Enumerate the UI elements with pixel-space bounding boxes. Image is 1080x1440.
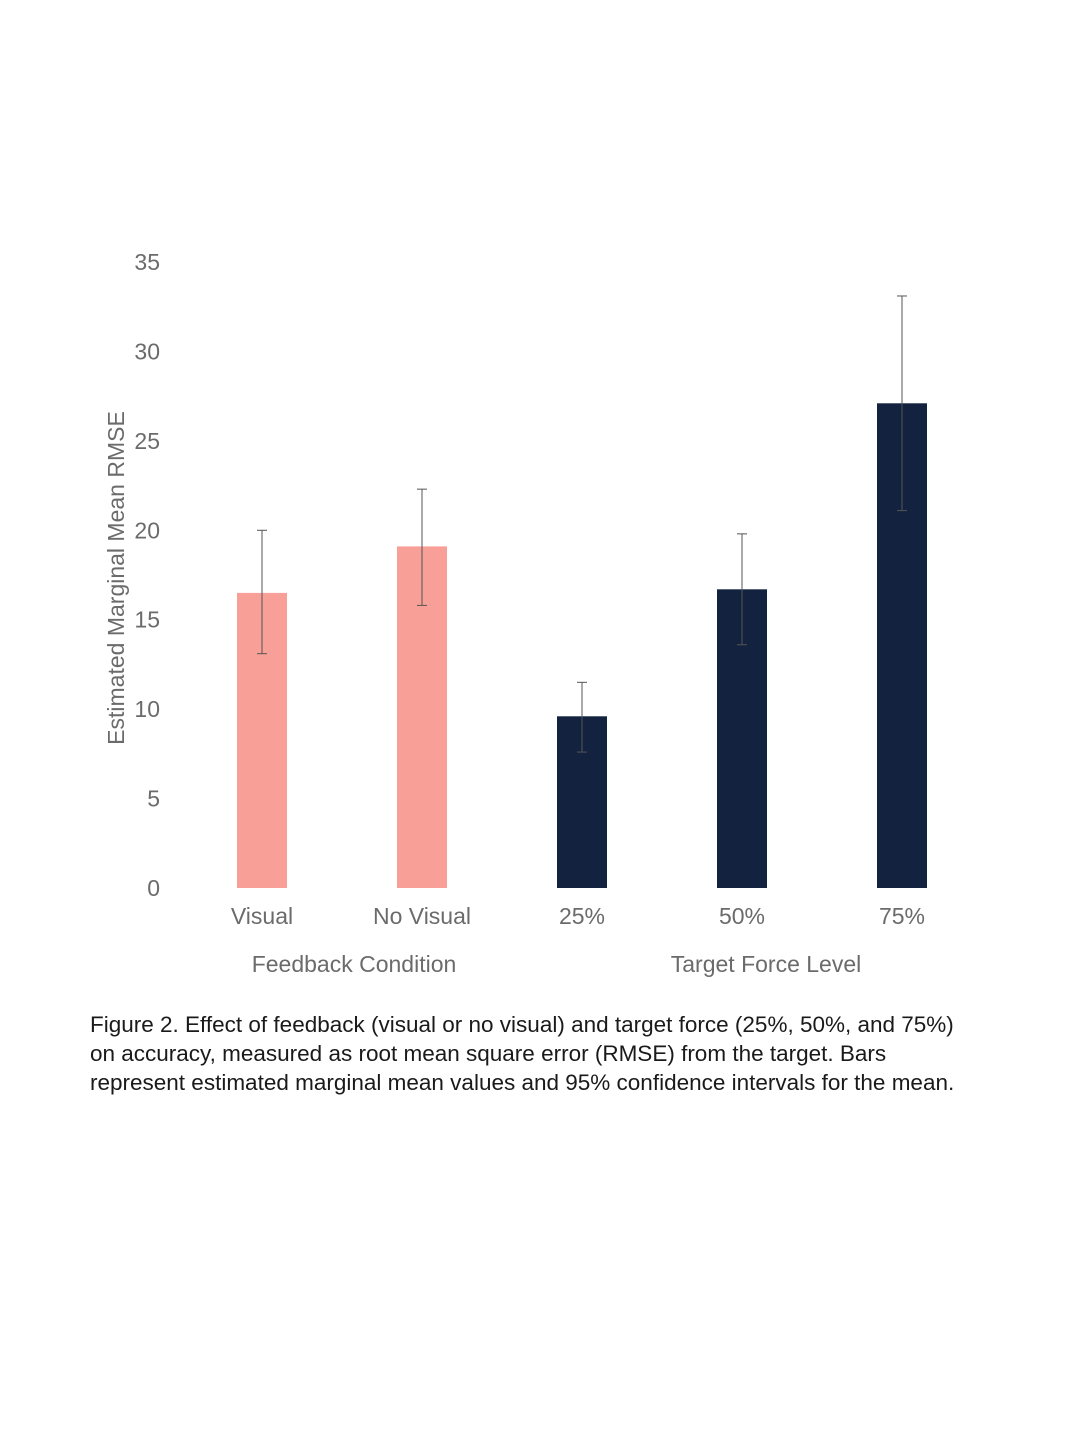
error-bars [257,295,907,753]
x-group-label: Target Force Level [671,951,861,977]
y-axis-ticks: 0 5 10 15 20 25 30 35 [134,249,160,901]
bar-chart: Estimated Marginal Mean RMSE 0 5 10 15 20 25 3… [103,249,927,977]
y-tick-label: 10 [134,696,160,722]
y-tick-label: 25 [134,428,160,454]
y-tick-label: 30 [134,338,160,364]
x-category-label: 50% [719,903,765,929]
y-tick-label: 5 [147,786,160,812]
y-tick-label: 0 [147,875,160,901]
y-tick-label: 35 [134,249,160,275]
figure-caption: Figure 2. Effect of feedback (visual or … [90,1012,955,1095]
y-tick-label: 15 [134,607,160,633]
category-labels: Visual No Visual 25% 50% 75% [231,903,925,929]
bars [237,403,927,888]
x-group-label: Feedback Condition [252,951,457,977]
x-category-label: 75% [879,903,925,929]
x-category-label: 25% [559,903,605,929]
y-tick-label: 20 [134,517,160,543]
y-axis-title: Estimated Marginal Mean RMSE [103,411,129,745]
group-labels: Feedback Condition Target Force Level [252,951,862,977]
x-category-label: No Visual [373,903,471,929]
x-category-label: Visual [231,903,293,929]
y-axis-title-group: Estimated Marginal Mean RMSE [103,411,129,745]
